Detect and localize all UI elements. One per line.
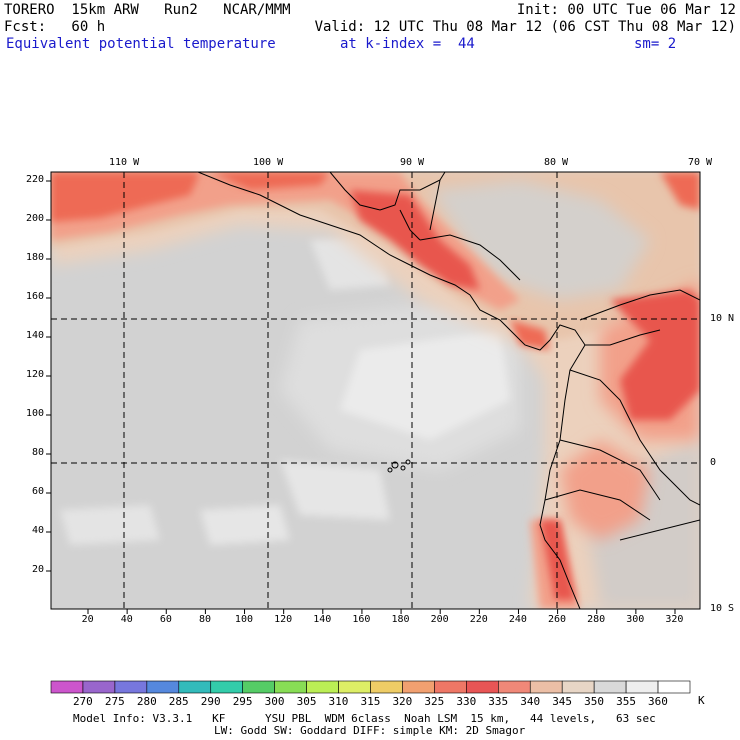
lat-label-0: 0 [710, 457, 717, 468]
colorbar-swatch [529, 680, 563, 694]
y-grid-label: 220 [26, 174, 45, 185]
x-grid-label: 220 [469, 614, 488, 625]
x-grid-label: 80 [199, 614, 212, 625]
init-time: Init: 00 UTC Tue 06 Mar 12 [516, 2, 736, 18]
y-grid-label: 180 [26, 252, 45, 263]
coastlines [197, 172, 700, 609]
x-grid-label: 20 [81, 614, 94, 625]
colorbar-label: 290 [200, 695, 221, 708]
y-grid-label: 20 [32, 564, 45, 575]
model-info: Model Info: V3.3.1 KF YSU PBL WDM 6class… [73, 712, 656, 725]
lon-label-70w: 70 W [688, 157, 713, 168]
valid-time: Valid: 12 UTC Thu 08 Mar 12 (06 CST Thu … [314, 19, 736, 35]
theta-e-field [51, 172, 700, 609]
y-grid-label: 80 [32, 447, 45, 458]
colorbar-swatch [497, 680, 531, 694]
colorbar-swatch [625, 680, 659, 694]
colorbar-label: 305 [296, 695, 317, 708]
x-grid-label: 140 [313, 614, 332, 625]
colorbar-label: 270 [72, 695, 93, 708]
lon-label-110w: 110 W [109, 157, 140, 168]
x-grid-label: 260 [548, 614, 567, 625]
y-grid-label: 200 [26, 213, 45, 224]
colorbar-swatch [242, 680, 275, 694]
colorbar-label: 360 [648, 695, 668, 708]
graticule [51, 172, 700, 609]
colorbar-swatch [466, 680, 499, 694]
y-grid-label: 120 [26, 369, 45, 380]
colorbar-label: 280 [136, 695, 157, 708]
lon-label-90w: 90 W [400, 157, 425, 168]
map-frame [50, 171, 701, 610]
x-grid-label: 40 [120, 614, 133, 625]
colorbar-label: 300 [264, 695, 285, 708]
colorbar-swatch [178, 680, 212, 694]
colorbar-label: 335 [488, 695, 509, 708]
x-grid-label: 60 [159, 614, 172, 625]
colorbar-swatch [50, 680, 84, 694]
colorbar-label: 310 [328, 695, 349, 708]
colorbar-label: 285 [168, 695, 189, 708]
lon-label-80w: 80 W [544, 157, 569, 168]
colorbar-swatch [370, 680, 403, 694]
x-grid-label: 320 [665, 614, 684, 625]
colorbar-swatch [593, 680, 627, 694]
colorbar [50, 680, 691, 694]
y-grid-label: 40 [32, 525, 45, 536]
model-title: TORERO 15km ARW Run2 NCAR/MMM [4, 2, 291, 18]
x-grid-label: 200 [430, 614, 449, 625]
colorbar-swatch [402, 680, 435, 694]
x-grid-ticks [87, 609, 676, 614]
x-grid-label: 180 [391, 614, 410, 625]
field-name: Equivalent potential temperature [6, 36, 276, 52]
lat-label-10s: 10 S [710, 603, 735, 614]
colorbar-swatch [434, 680, 467, 694]
level-index: at k-index = 44 [340, 36, 475, 52]
physics-info: LW: Godd SW: Goddard DIFF: simple KM: 2D… [214, 724, 526, 737]
x-grid-label: 300 [626, 614, 645, 625]
y-grid-label: 60 [32, 486, 45, 497]
y-grid-label: 160 [26, 291, 45, 302]
colorbar-swatch [338, 680, 371, 694]
colorbar-swatch [306, 680, 339, 694]
colorbar-label: 350 [584, 695, 605, 708]
x-grid-label: 240 [508, 614, 527, 625]
colorbar-swatch [146, 680, 180, 694]
lon-label-100w: 100 W [253, 157, 284, 168]
colorbar-label: 315 [360, 695, 381, 708]
colorbar-label: 325 [424, 695, 445, 708]
colorbar-label: 340 [520, 695, 541, 708]
colorbar-swatch [114, 680, 148, 694]
x-grid-label: 280 [587, 614, 606, 625]
x-grid-label: 100 [234, 614, 253, 625]
colorbar-swatch [82, 680, 116, 694]
colorbar-unit: K [698, 694, 705, 707]
x-grid-label: 160 [352, 614, 371, 625]
colorbar-swatch [657, 680, 691, 694]
y-grid-label: 140 [26, 330, 45, 341]
y-grid-label: 100 [26, 408, 45, 419]
y-grid-ticks [46, 180, 51, 572]
x-grid-label: 120 [274, 614, 293, 625]
colorbar-label: 330 [456, 695, 477, 708]
colorbar-swatch [274, 680, 307, 694]
colorbar-label: 275 [104, 695, 125, 708]
red-field [51, 172, 700, 600]
colorbar-swatch [210, 680, 244, 694]
forecast-hour: Fcst: 60 h [4, 19, 106, 35]
colorbar-label: 355 [616, 695, 636, 708]
colorbar-swatch [561, 680, 595, 694]
smoothing: sm= 2 [634, 36, 677, 52]
lat-label-10n: 10 N [710, 313, 735, 324]
colorbar-label: 345 [552, 695, 573, 708]
colorbar-label: 320 [392, 695, 413, 708]
colorbar-label: 295 [232, 695, 253, 708]
